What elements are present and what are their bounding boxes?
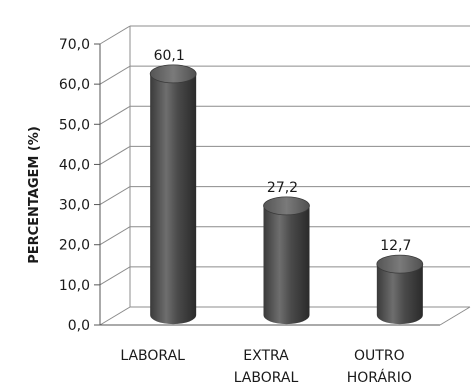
bar-top [376,254,424,274]
category-label: OUTRO [354,348,405,364]
y-tick-label: 50,0 [59,117,90,133]
bar [149,64,197,325]
y-tick-label: 40,0 [59,157,90,173]
y-axis-title: PERCENTAGEM (%) [27,126,42,264]
y-tick-label: 30,0 [59,198,90,214]
data-label: 12,7 [380,238,411,254]
y-tick-label: 20,0 [59,238,90,254]
bar [376,254,424,325]
bar-body [263,205,310,325]
bar-top [263,196,310,216]
gridline-side [99,105,131,125]
labels: 0,0 10,0 20,0 30,0 40,0 50,0 60,0 70,0 60,1 LABOR… [59,37,412,386]
bars [149,64,424,325]
bar-body [376,264,423,325]
floor-edge [439,306,471,326]
bar-top [149,64,197,84]
y-tick-label: 0,0 [68,318,90,334]
bar [263,196,310,325]
gridline-side [99,226,131,246]
y-tick-label: 70,0 [59,37,90,53]
gridline-side [99,266,131,286]
bar-body [150,73,197,325]
axes [94,43,471,326]
data-label: 60,1 [154,48,185,64]
category-label: EXTRA [243,348,289,364]
data-label: 27,2 [267,180,298,196]
category-label: LABORAL [120,348,185,364]
category-label: HORÁRIO [347,369,412,386]
category-label: LABORAL [234,370,299,386]
gridline-side [99,306,131,326]
gridline-side [99,65,131,85]
y-tick-label: 10,0 [59,278,90,294]
gridline-side [99,145,131,165]
gridline-side [99,186,131,206]
y-tick-label: 60,0 [59,77,90,93]
gridline-side [99,25,131,45]
